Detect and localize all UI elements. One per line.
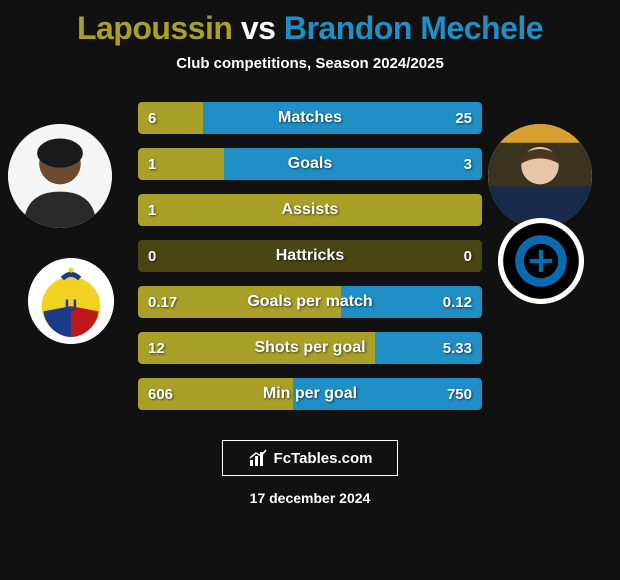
stat-bars: 625Matches 13Goals 1Assists 00Hattricks 0.17…	[138, 102, 482, 424]
stat-label: Shots per goal	[138, 332, 482, 364]
date-text: 17 december 2024	[0, 490, 620, 506]
svg-text:U: U	[65, 295, 77, 315]
title-vs: vs	[232, 10, 283, 46]
club-right-badge	[498, 218, 584, 304]
stat-label: Goals per match	[138, 286, 482, 318]
club-left-badge: U	[28, 258, 114, 344]
stat-label: Min per goal	[138, 378, 482, 410]
stat-row: 606750Min per goal	[138, 378, 482, 410]
logo-text: FcTables.com	[274, 450, 373, 467]
player-left-avatar	[8, 124, 112, 228]
stats-area: U 625Matches 13Goals 1Assists 00Hattricks 0.…	[0, 102, 620, 422]
stat-row: 1Assists	[138, 194, 482, 226]
stat-label: Matches	[138, 102, 482, 134]
fctables-logo: FcTables.com	[222, 440, 398, 476]
stat-label: Hattricks	[138, 240, 482, 272]
page-title: Lapoussin vs Brandon Mechele	[0, 0, 620, 47]
stat-row: 125.33Shots per goal	[138, 332, 482, 364]
stat-row: 0.170.12Goals per match	[138, 286, 482, 318]
player-right-avatar	[488, 124, 592, 228]
stat-row: 00Hattricks	[138, 240, 482, 272]
chart-icon	[248, 448, 268, 468]
stat-row: 625Matches	[138, 102, 482, 134]
title-left: Lapoussin	[77, 10, 233, 46]
title-right: Brandon Mechele	[284, 10, 543, 46]
stat-row: 13Goals	[138, 148, 482, 180]
stat-label: Assists	[138, 194, 482, 226]
subtitle: Club competitions, Season 2024/2025	[0, 55, 620, 72]
stat-label: Goals	[138, 148, 482, 180]
